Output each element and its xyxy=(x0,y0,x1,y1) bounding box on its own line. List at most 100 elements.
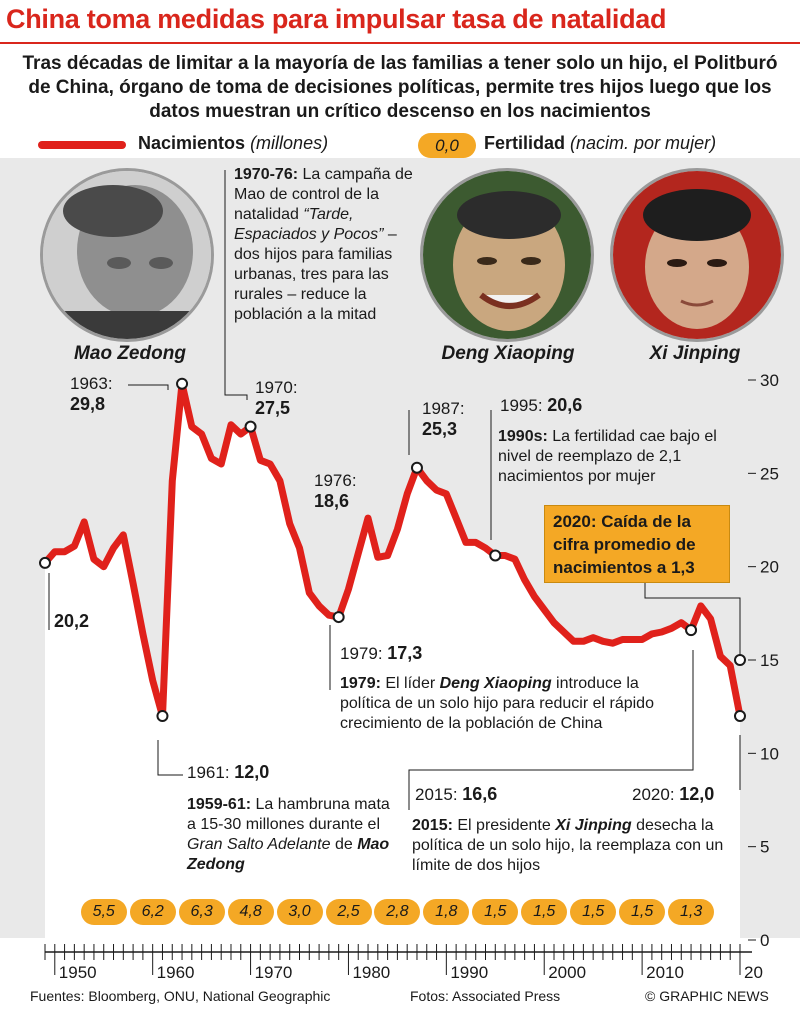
annotation-value: 17,3 xyxy=(387,643,423,663)
point-marker-1963 xyxy=(176,377,189,390)
deng-portrait xyxy=(420,168,594,342)
note-1959-61-text-mid: de xyxy=(330,836,358,853)
annotation-year: 1976: xyxy=(314,471,357,490)
note-1979-text: El líder xyxy=(380,675,440,692)
annotation-1987: 1987: 25,3 xyxy=(422,398,465,440)
xi-name: Xi Jinping xyxy=(649,343,741,364)
annotation-1970: 1970: 27,5 xyxy=(255,377,298,419)
annotation-year: 1987: xyxy=(422,399,465,418)
note-1990s: 1990s: La fertilidad cae bajo el nivel d… xyxy=(498,427,730,487)
y-tick-label: 5 xyxy=(760,838,769,857)
annotation-year: 2020: xyxy=(632,785,675,804)
note-1959-61-italic: Gran Salto Adelante xyxy=(187,836,331,853)
annotation-year: 1995: xyxy=(500,396,543,415)
point-marker-1970 xyxy=(244,420,257,433)
note-2015-heading: 2015: xyxy=(412,817,453,834)
note-1970-76-text-end: – dos hijos para familias urbanas, tres … xyxy=(234,226,397,323)
note-1970-76: 1970-76: La campaña de Mao de control de… xyxy=(234,165,424,325)
births-legend-swatch xyxy=(38,141,126,149)
fertility-pill: 5,5 xyxy=(80,899,127,925)
fertility-pill: 2,8 xyxy=(374,899,421,925)
births-legend-label: Nacimientos xyxy=(138,133,246,153)
fertility-legend: Fertilidad (nacim. por mujer) xyxy=(484,133,716,154)
note-1990s-heading: 1990s: xyxy=(498,428,548,445)
x-tick-label: 20 xyxy=(744,963,763,982)
births-legend: Nacimientos (millones) xyxy=(138,133,328,154)
x-tick-label: 2000 xyxy=(548,963,586,982)
annotation-dots xyxy=(39,377,746,722)
y-tick-label: 30 xyxy=(760,371,779,390)
fertility-pill: 6,3 xyxy=(178,899,225,925)
point-marker-1961 xyxy=(156,710,169,722)
note-2015-text: El presidente xyxy=(452,817,556,834)
deng-name: Deng Xiaoping xyxy=(441,343,575,364)
footer-sources: Fuentes: Bloomberg, ONU, National Geogra… xyxy=(30,988,331,1004)
x-tick-label: 1950 xyxy=(59,963,97,982)
x-tick-label: 1960 xyxy=(157,963,195,982)
annotation-value: 12,0 xyxy=(234,762,270,782)
note-1959-61-name: Mao Zedong xyxy=(187,836,390,873)
xi-portrait xyxy=(610,168,784,342)
annotation-1963: 1963: 29,8 xyxy=(70,373,113,415)
subtitle: Tras décadas de limitar a la mayoría de … xyxy=(22,53,778,122)
y-tick-label: 10 xyxy=(760,744,779,763)
annotation-value: 25,3 xyxy=(422,419,458,439)
annotation-value: 29,8 xyxy=(70,394,106,414)
annotation-1979: 1979: 17,3 xyxy=(340,643,422,664)
mao-portrait xyxy=(40,168,214,342)
note-2015: 2015: El presidente Xi Jinping desecha l… xyxy=(412,816,730,876)
fertility-pill: 1,5 xyxy=(570,899,617,925)
fertility-pill: 2,5 xyxy=(325,899,372,925)
annotation-year: 2015: xyxy=(415,785,458,804)
note-1959-61-text: La hambruna mata a 15-30 millones durant… xyxy=(187,796,390,833)
note-1979-heading: 1979: xyxy=(340,675,381,692)
births-legend-unit: (millones) xyxy=(250,133,329,153)
callout-2020: 2020: Caída de la cifra promedio de naci… xyxy=(544,505,730,583)
point-marker-1949 xyxy=(39,556,51,569)
annotation-value: 20,6 xyxy=(547,395,583,415)
fertility-pill: 1,5 xyxy=(619,899,666,925)
annotation-1976: 1976: 18,6 xyxy=(314,470,357,512)
fertility-pill: 1,8 xyxy=(423,899,470,925)
note-1970-76-quote: “Tarde, Espaciados y Pocos” xyxy=(234,206,384,243)
annotation-1949: 20,2 xyxy=(54,611,89,632)
births-line xyxy=(41,380,744,720)
note-1979: 1979: El líder Deng Xiaoping introduce l… xyxy=(340,674,680,734)
y-tick-label: 20 xyxy=(760,558,779,577)
annotation-2020: 2020: 12,0 xyxy=(632,784,714,805)
annotation-2015: 2015: 16,6 xyxy=(415,784,497,805)
footer-photos: Fotos: Associated Press xyxy=(410,988,561,1004)
note-1970-76-text: La campaña de Mao de control de la natal… xyxy=(234,166,413,223)
annotation-year: 1970: xyxy=(255,378,298,397)
x-tick-label: 1980 xyxy=(352,963,390,982)
point-marker-1987 xyxy=(410,461,423,474)
annotation-year: 1979: xyxy=(340,644,383,663)
point-marker-2015 xyxy=(685,624,698,637)
fertility-pill: 6,2 xyxy=(129,899,176,925)
fertility-pill: 4,8 xyxy=(227,899,274,925)
note-2015-name: Xi Jinping xyxy=(555,817,632,834)
annotation-value: 12,0 xyxy=(679,784,715,804)
fertility-pill: 1,5 xyxy=(472,899,519,925)
y-tick-label: 0 xyxy=(760,931,769,950)
y-tick-label: 15 xyxy=(760,651,779,670)
births-area xyxy=(45,383,740,940)
annotation-year: 1961: xyxy=(187,763,230,782)
x-tick-label: 1990 xyxy=(450,963,488,982)
x-tick-label: 2010 xyxy=(646,963,684,982)
note-2015-text-end: desecha la política de un solo hijo, la … xyxy=(412,817,724,874)
point-marker-1979 xyxy=(332,611,345,624)
y-axis: 0 5 10 15 20 25 30 xyxy=(748,371,779,950)
annotation-value: 20,2 xyxy=(54,611,90,631)
x-tick-label: 1970 xyxy=(255,963,293,982)
annotation-1961: 1961: 12,0 xyxy=(187,762,269,783)
annotation-value: 27,5 xyxy=(255,398,291,418)
fertility-legend-label: Fertilidad xyxy=(484,133,566,153)
y-tick-label: 25 xyxy=(760,464,779,483)
point-marker-2020 xyxy=(734,710,746,722)
fertility-pill: 1,3 xyxy=(668,899,715,925)
annotation-leaders xyxy=(48,170,741,810)
note-1979-text-end: introduce la política de un solo hijo pa… xyxy=(340,675,654,732)
footer-credit: © GRAPHIC NEWS xyxy=(645,988,769,1004)
annotation-year: 1963: xyxy=(70,374,113,393)
